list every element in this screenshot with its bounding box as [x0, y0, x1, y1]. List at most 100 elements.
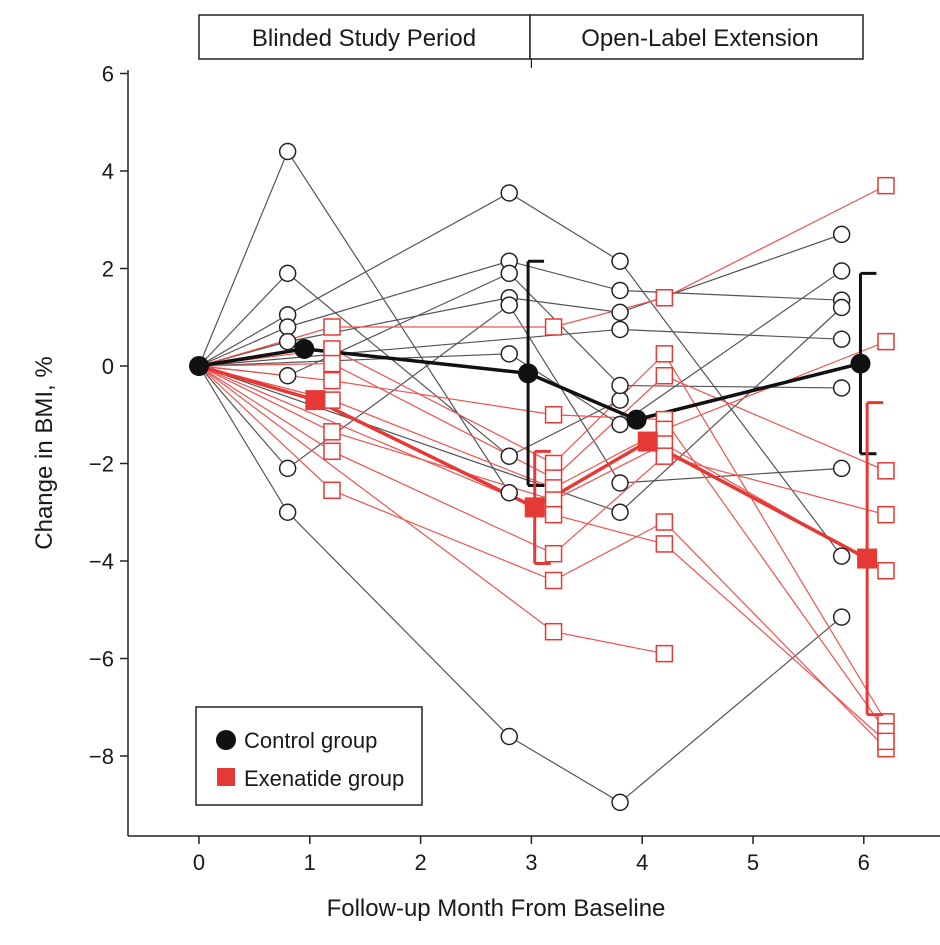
control-individual-point: [278, 367, 297, 385]
control-individual-point: [500, 296, 518, 314]
y-tick-label: 6: [102, 62, 114, 87]
exenatide-individual-point: [544, 544, 563, 563]
x-tick-label: 2: [414, 850, 426, 875]
control-individual-point: [278, 318, 297, 336]
x-axis-title: Follow-up Month From Baseline: [327, 895, 666, 922]
y-axis-title: Change in BMI, %: [31, 356, 58, 549]
control-individual-point: [500, 727, 518, 746]
exenatide-individual-point: [323, 318, 341, 336]
exenatide-individual-point: [655, 420, 674, 439]
axes: 6 4 2 0 −2 −4 −6 −8 0 1 2 3 4 5 6 Change in BMI, % Fo…: [31, 59, 940, 922]
exenatide-mean-line: [198, 364, 868, 561]
x-tick-label: 3: [525, 850, 537, 875]
period-box-blinded: [198, 14, 531, 60]
exenatide-mean-point: [637, 431, 658, 452]
control-individual-point: [611, 376, 629, 395]
control-individual-point: [611, 252, 629, 270]
control-individual-line: [198, 150, 510, 494]
exenatide-individual-point: [655, 447, 674, 465]
legend: Control group Exenatide group: [195, 706, 423, 806]
exenatide-individual-point: [655, 367, 674, 385]
exenatide-individual-point: [323, 371, 341, 390]
control-individual-point: [278, 459, 297, 478]
exenatide-individual-point: [877, 732, 895, 751]
individual-lines: [198, 150, 887, 804]
x-tick-label: 0: [193, 850, 205, 875]
control-individual-point: [611, 303, 629, 322]
control-mean-point: [518, 363, 539, 384]
y-tick-label: 2: [102, 257, 114, 282]
control-mean-point: [626, 409, 647, 430]
control-individual-point: [500, 447, 518, 465]
control-individual-point: [832, 547, 851, 565]
x-tick-label: 5: [747, 850, 759, 875]
control-individual-point: [611, 474, 629, 492]
period-label-open-label: Open-Label Extension: [581, 25, 819, 52]
exenatide-mean-point: [305, 390, 326, 411]
control-individual-point: [832, 330, 851, 348]
y-axis-ticks: 6 4 2 0 −2 −4 −6 −8: [89, 62, 128, 769]
control-individual-point: [611, 391, 629, 409]
x-tick-label: 4: [636, 850, 648, 875]
exenatide-individual-line: [198, 365, 887, 742]
exenatide-individual-point: [544, 491, 563, 509]
exenatide-individual-point: [655, 644, 674, 663]
exenatide-individual-point: [877, 176, 895, 195]
period-box-open-label: [529, 14, 864, 60]
exenatide-individual-point: [877, 562, 895, 580]
exenatide-individual-point: [323, 340, 341, 358]
control-individual-point: [832, 225, 851, 244]
exenatide-individual-point: [544, 318, 563, 336]
control-individual-point: [500, 264, 518, 283]
y-tick-label: −8: [89, 744, 114, 769]
exenatide-individual-point: [877, 505, 895, 524]
legend-marker-exenatide: [217, 768, 235, 786]
x-tick-label: 1: [304, 850, 316, 875]
control-individual-point: [278, 332, 297, 351]
legend-box: [195, 706, 423, 806]
exenatide-individual-point: [544, 454, 563, 473]
y-tick-label: −2: [89, 452, 114, 477]
exenatide-individual-point: [655, 513, 674, 531]
control-individual-point: [278, 503, 297, 521]
control-individual-point: [278, 142, 297, 161]
y-tick-label: 0: [102, 354, 114, 379]
y-tick-label: 4: [102, 159, 114, 184]
legend-marker-control: [216, 730, 236, 750]
mean-markers: [189, 259, 884, 717]
control-individual-point: [500, 484, 518, 502]
exenatide-individual-point: [877, 462, 895, 480]
exenatide-individual-point: [323, 354, 341, 373]
exenatide-mean-point: [524, 497, 545, 518]
individual-markers: [278, 142, 895, 812]
exenatide-individual-point: [323, 442, 341, 461]
control-individual-point: [611, 793, 629, 812]
control-individual-point: [611, 320, 629, 339]
exenatide-mean-point: [857, 548, 878, 569]
control-mean-point: [850, 353, 871, 374]
control-individual-point: [832, 379, 851, 397]
y-tick-label: −4: [89, 549, 114, 574]
exenatide-individual-point: [544, 571, 563, 590]
exenatide-individual-point: [544, 622, 563, 641]
period-label-blinded: Blinded Study Period: [252, 25, 476, 52]
x-axis-ticks: 0 1 2 3 4 5 6: [193, 59, 870, 875]
period-header: Blinded Study Period Open-Label Extensio…: [198, 14, 864, 60]
exenatide-individual-point: [323, 481, 341, 500]
exenatide-individual-line: [198, 365, 887, 750]
control-individual-point: [500, 184, 518, 202]
exenatide-individual-point: [877, 332, 895, 351]
control-individual-point: [832, 608, 851, 626]
exenatide-individual-point: [655, 289, 674, 307]
control-individual-point: [832, 459, 851, 478]
control-mean-line: [198, 347, 861, 422]
exenatide-individual-point: [544, 406, 563, 424]
control-individual-point: [832, 298, 851, 317]
exenatide-individual-point: [655, 535, 674, 553]
control-mean-point: [294, 338, 315, 359]
exenatide-individual-line: [198, 365, 887, 555]
control-individual-point: [832, 262, 851, 280]
exenatide-individual-point: [544, 505, 563, 524]
control-individual-point: [611, 503, 629, 521]
